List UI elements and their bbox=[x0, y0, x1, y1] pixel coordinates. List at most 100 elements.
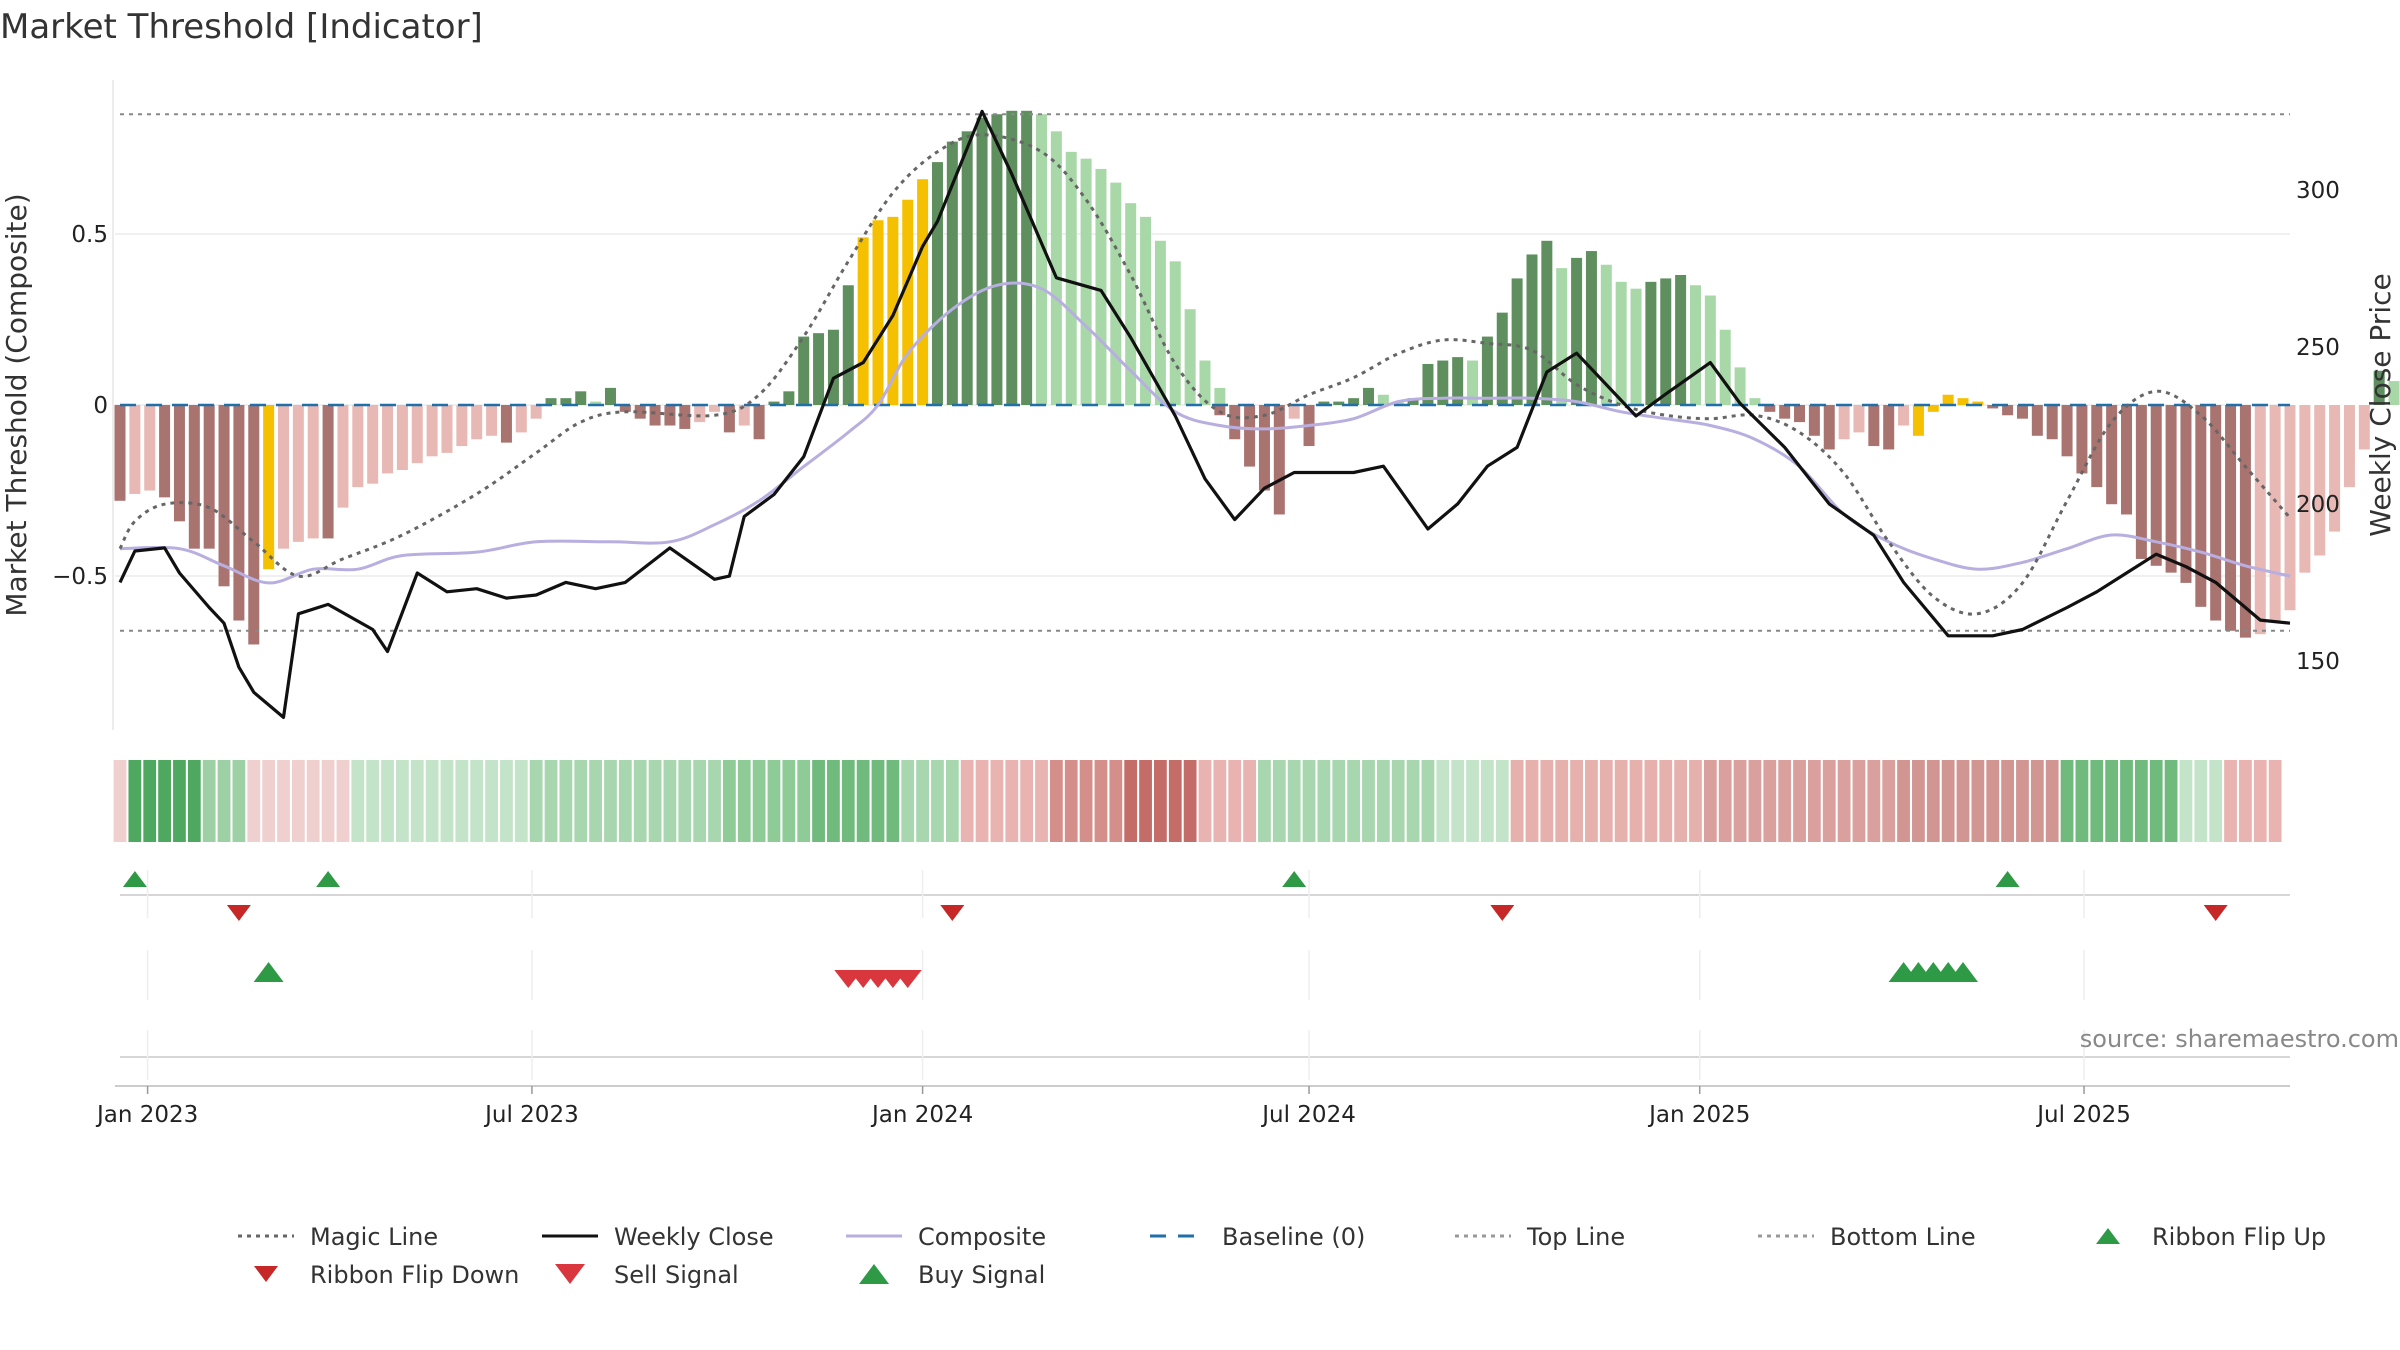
series-lines bbox=[118, 109, 2292, 720]
legend-label-4: Top Line bbox=[1526, 1223, 1625, 1251]
ribbon-cell-2023-12-25 bbox=[901, 760, 915, 842]
ribbon-flip-up-2022-12-26 bbox=[122, 871, 147, 887]
bar-2024-01-15 bbox=[946, 141, 958, 405]
ribbon-cell-2025-06-23 bbox=[2060, 760, 2074, 842]
legend-item-9: Buy Signal bbox=[859, 1261, 1045, 1289]
bar-2025-07-21 bbox=[2121, 405, 2133, 515]
bar-2025-06-09 bbox=[2031, 405, 2043, 436]
bar-2025-03-31 bbox=[1883, 405, 1895, 450]
ribbon-cell-2023-07-17 bbox=[559, 760, 573, 842]
ribbon-cell-2024-06-17 bbox=[1272, 760, 1286, 842]
ribbon-cell-2023-04-10 bbox=[351, 760, 365, 842]
bar-2023-01-30 bbox=[203, 405, 215, 549]
bar-2024-06-24 bbox=[1288, 405, 1300, 419]
ribbon-cell-2025-05-19 bbox=[1986, 760, 2000, 842]
bar-2025-04-07 bbox=[1898, 405, 1910, 426]
bar-2023-04-24 bbox=[382, 405, 394, 474]
bar-2023-11-27 bbox=[842, 285, 854, 405]
bar-2025-11-10 bbox=[2358, 405, 2370, 450]
ribbon-cell-2023-05-08 bbox=[410, 760, 424, 842]
ribbon-cell-2025-02-24 bbox=[1807, 760, 1821, 842]
bar-2025-03-24 bbox=[1868, 405, 1880, 447]
bar-2023-01-02 bbox=[144, 405, 156, 491]
ribbon-cell-2023-04-17 bbox=[366, 760, 380, 842]
bar-2025-11-24 bbox=[2388, 381, 2400, 405]
left-tick-label-1: 0 bbox=[93, 393, 108, 419]
bar-2024-09-30 bbox=[1496, 312, 1508, 405]
ribbon-cell-2023-03-06 bbox=[277, 760, 290, 842]
ribbon-cell-2024-07-01 bbox=[1302, 760, 1316, 842]
ribbon-cell-2025-05-26 bbox=[2001, 760, 2014, 842]
ribbon-cell-2024-03-04 bbox=[1049, 760, 1063, 842]
bar-2025-07-07 bbox=[2091, 405, 2103, 488]
ribbon-cell-2024-08-05 bbox=[1376, 760, 1390, 842]
bar-2025-10-13 bbox=[2299, 405, 2311, 573]
ribbon-cell-2024-05-06 bbox=[1183, 760, 1197, 842]
ribbon-cell-2023-12-11 bbox=[871, 760, 885, 842]
x-tick-label-0: Jan 2023 bbox=[95, 1102, 198, 1128]
bar-2025-08-18 bbox=[2180, 405, 2192, 583]
ribbon-cell-2025-07-21 bbox=[2120, 760, 2133, 842]
ribbon-cell-2024-07-22 bbox=[1347, 760, 1361, 842]
bar-2024-10-07 bbox=[1511, 278, 1523, 405]
bar-2024-08-26 bbox=[1422, 363, 1434, 405]
bar-2025-05-12 bbox=[1972, 401, 1984, 405]
ribbon-cell-2024-05-20 bbox=[1213, 760, 1227, 842]
ribbon-cell-2023-01-30 bbox=[202, 760, 216, 842]
left-axis-label: Market Threshold (Composite) bbox=[0, 193, 33, 616]
bar-2025-03-17 bbox=[1853, 405, 1865, 433]
ribbon-cell-2025-09-29 bbox=[2268, 760, 2282, 842]
ribbon-cell-2024-01-08 bbox=[931, 760, 944, 842]
ribbon-cell-2023-01-23 bbox=[187, 760, 201, 842]
bar-2025-08-04 bbox=[2150, 405, 2162, 566]
bar-2024-01-01 bbox=[917, 179, 929, 405]
bar-2024-04-22 bbox=[1154, 240, 1166, 405]
bar-2025-04-14 bbox=[1912, 405, 1924, 436]
weekly-close-line bbox=[118, 109, 2291, 720]
ribbon-cell-2023-01-09 bbox=[158, 760, 171, 842]
bar-2024-03-11 bbox=[1065, 151, 1077, 405]
bar-2025-07-14 bbox=[2106, 405, 2118, 505]
bar-2024-05-27 bbox=[1229, 405, 1241, 440]
ribbon-cell-2024-06-24 bbox=[1287, 760, 1301, 842]
left-tick-label-0: 0.5 bbox=[71, 222, 108, 248]
ribbon-cell-2023-12-18 bbox=[886, 760, 900, 842]
ribbon-cell-2023-05-15 bbox=[425, 760, 439, 842]
bar-2023-05-08 bbox=[411, 405, 423, 464]
bar-2025-06-16 bbox=[2046, 405, 2058, 440]
ribbon-flip-down-2024-09-30 bbox=[1490, 905, 1515, 921]
ribbon-cell-2023-09-04 bbox=[663, 760, 677, 842]
bar-2024-02-05 bbox=[991, 114, 1003, 406]
bar-2023-10-23 bbox=[768, 401, 780, 405]
right-tick-label-2: 200 bbox=[2296, 492, 2340, 518]
ribbon-cell-2024-04-22 bbox=[1154, 760, 1167, 842]
legend: Magic Line Weekly Close Composite Baseline … bbox=[238, 1223, 2326, 1289]
ribbon-cell-2025-07-28 bbox=[2134, 760, 2148, 842]
ribbon-cell-2024-04-08 bbox=[1124, 760, 1138, 842]
bar-2025-02-10 bbox=[1779, 405, 1791, 419]
ribbon-cell-2025-05-05 bbox=[1956, 760, 1970, 842]
right-tick-label-3: 150 bbox=[2296, 649, 2340, 675]
bar-2024-11-25 bbox=[1615, 281, 1627, 405]
ribbon-cell-2025-05-12 bbox=[1971, 760, 1985, 842]
bar-2025-09-08 bbox=[2225, 405, 2237, 631]
ribbon-cell-2023-02-13 bbox=[232, 760, 246, 842]
right-tick-label-0: 300 bbox=[2296, 178, 2340, 204]
ribbon-cell-2025-04-14 bbox=[1912, 760, 1925, 842]
ribbon-cell-2025-09-01 bbox=[2209, 760, 2223, 842]
ribbon-cell-2023-08-07 bbox=[604, 760, 617, 842]
right-axis-label: Weekly Close Price bbox=[2364, 273, 2397, 536]
ribbon-cell-2023-07-10 bbox=[544, 760, 558, 842]
ribbon-cell-2024-05-13 bbox=[1198, 760, 1212, 842]
ribbon-flip-down-2025-09-01 bbox=[2203, 905, 2228, 921]
bar-2023-07-24 bbox=[575, 391, 587, 405]
bar-2023-03-20 bbox=[307, 405, 319, 539]
ribbon-cell-2023-06-12 bbox=[485, 760, 498, 842]
ribbon-flip-up-2025-05-26 bbox=[1995, 871, 2020, 887]
bar-2024-11-11 bbox=[1585, 251, 1597, 405]
bar-2024-10-28 bbox=[1556, 268, 1568, 405]
ribbon-cell-2023-07-31 bbox=[589, 760, 603, 842]
bar-2025-04-21 bbox=[1927, 405, 1939, 412]
ribbon-cell-2024-04-01 bbox=[1109, 760, 1123, 842]
